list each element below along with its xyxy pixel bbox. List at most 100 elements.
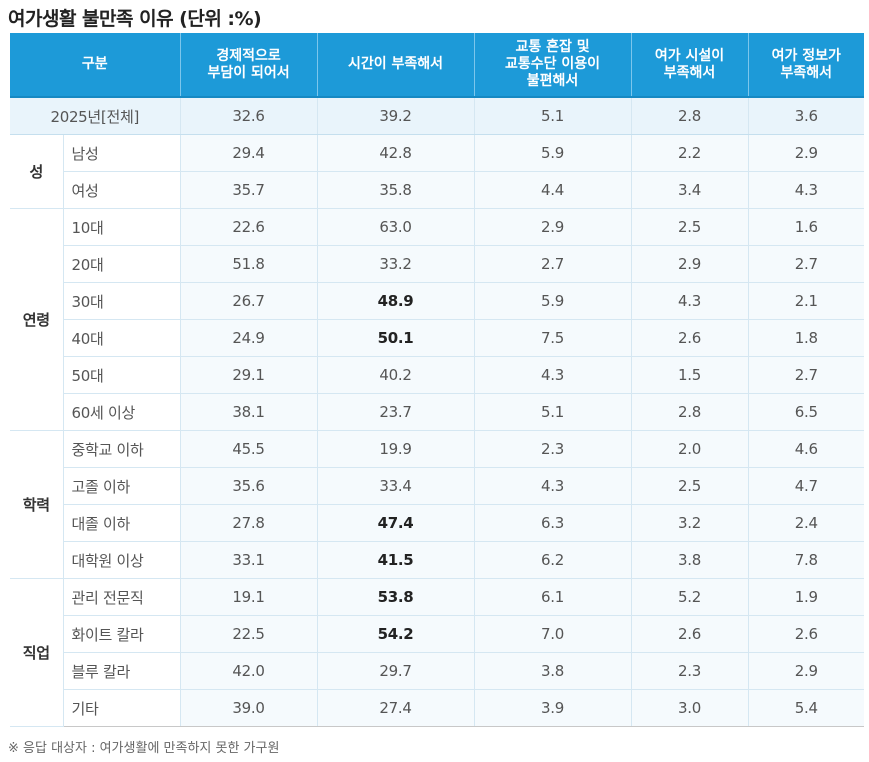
cell-value: 35.6 [179,467,318,505]
cell-value: 2.8 [630,97,749,135]
cell-value: 7.5 [473,319,632,357]
cell-value: 45.5 [179,430,318,468]
cell-value: 6.1 [473,578,632,616]
cell-value: 3.6 [747,97,865,135]
cell-value: 3.8 [630,541,749,579]
header-traffic-inconvenience: 교통 혼잡 및 교통수단 이용이 불편해서 [473,33,632,98]
table-row: 직업 관리 전문직 19.1 53.8 6.1 5.2 1.9 [10,578,865,727]
footnote: ※ 응답 대상자 : 여가생활에 만족하지 못한 가구원 [8,741,280,756]
cell-value: 2.6 [630,319,749,357]
cell-value: 5.1 [473,97,632,135]
cell-value: 41.5 [316,541,475,579]
cell-value: 1.8 [747,319,865,357]
cell-value: 5.9 [473,282,632,320]
table-row: 여성 35.7 35.8 4.4 3.4 4.3 [10,171,865,209]
cell-value: 2.5 [630,467,749,505]
cell-value: 1.9 [747,578,865,616]
row-label: 기타 [62,689,181,727]
cell-value: 48.9 [316,282,475,320]
table-row: 학력 중학교 이하 45.5 19.9 2.3 2.0 4.6 [10,430,865,579]
cell-value: 1.5 [630,356,749,394]
cell-value: 2.0 [630,430,749,468]
cell-value: 2.6 [630,615,749,653]
header-lack-of-facilities: 여가 시설이 부족해서 [630,33,749,98]
cell-value: 29.7 [316,652,475,690]
row-label: 대졸 이하 [62,504,181,542]
cell-value: 2.9 [473,208,632,246]
cell-value: 4.3 [630,282,749,320]
group-label: 연령 [10,208,63,431]
cell-value: 3.9 [473,689,632,727]
header-lack-of-information: 여가 정보가 부족해서 [747,33,865,98]
header-lack-of-time: 시간이 부족해서 [316,33,475,98]
table-row: 60세 이상 38.1 23.7 5.1 2.8 6.5 [10,393,865,431]
cell-value: 4.3 [747,171,865,209]
row-label: 중학교 이하 [62,430,181,468]
cell-value: 33.1 [179,541,318,579]
cell-value: 38.1 [179,393,318,431]
cell-value: 7.8 [747,541,865,579]
cell-value: 6.2 [473,541,632,579]
cell-value: 63.0 [316,208,475,246]
row-label: 관리 전문직 [62,578,181,616]
cell-value: 35.7 [179,171,318,209]
group-label: 학력 [10,430,63,579]
page-title: 여가생활 불만족 이유 (단위 :%) [8,8,262,30]
row-label: 남성 [62,134,181,172]
total-row: 2025년[전체] 32.6 39.2 5.1 2.8 3.6 [10,97,865,135]
cell-value: 2.7 [747,356,865,394]
cell-value: 24.9 [179,319,318,357]
cell-value: 4.7 [747,467,865,505]
cell-value: 3.4 [630,171,749,209]
cell-value: 4.3 [473,356,632,394]
cell-value: 42.0 [179,652,318,690]
cell-value: 2.9 [747,652,865,690]
cell-value: 5.1 [473,393,632,431]
cell-value: 51.8 [179,245,318,283]
cell-value: 3.0 [630,689,749,727]
cell-value: 35.8 [316,171,475,209]
cell-value: 3.8 [473,652,632,690]
table-header-row: 구분 경제적으로 부담이 되어서 시간이 부족해서 교통 혼잡 및 교통수단 이용이 … [10,33,865,98]
table-row: 40대 24.9 50.1 7.5 2.6 1.8 [10,319,865,357]
cell-value: 2.9 [630,245,749,283]
cell-value: 4.4 [473,171,632,209]
table-row: 화이트 칼라 22.5 54.2 7.0 2.6 2.6 [10,615,865,653]
table-row: 연령 10대 22.6 63.0 2.9 2.5 1.6 [10,208,865,431]
row-label: 화이트 칼라 [62,615,181,653]
cell-value: 2.8 [630,393,749,431]
cell-value: 6.5 [747,393,865,431]
cell-value: 3.2 [630,504,749,542]
cell-value: 2.5 [630,208,749,246]
cell-value: 27.8 [179,504,318,542]
row-label: 50대 [62,356,181,394]
row-label: 2025년[전체] [10,97,181,135]
cell-value: 22.6 [179,208,318,246]
cell-value: 2.9 [747,134,865,172]
row-label: 20대 [62,245,181,283]
table-row: 20대 51.8 33.2 2.7 2.9 2.7 [10,245,865,283]
cell-value: 47.4 [316,504,475,542]
header-category: 구분 [10,33,181,98]
cell-value: 39.2 [316,97,475,135]
row-label: 10대 [62,208,181,246]
cell-value: 19.1 [179,578,318,616]
cell-value: 54.2 [316,615,475,653]
cell-value: 5.4 [747,689,865,727]
table-row: 30대 26.7 48.9 5.9 4.3 2.1 [10,282,865,320]
cell-value: 50.1 [316,319,475,357]
cell-value: 2.2 [630,134,749,172]
cell-value: 2.7 [473,245,632,283]
cell-value: 33.2 [316,245,475,283]
cell-value: 40.2 [316,356,475,394]
cell-value: 7.0 [473,615,632,653]
table-row: 50대 29.1 40.2 4.3 1.5 2.7 [10,356,865,394]
data-table: 구분 경제적으로 부담이 되어서 시간이 부족해서 교통 혼잡 및 교통수단 이용이 … [10,33,865,727]
row-label: 30대 [62,282,181,320]
row-label: 40대 [62,319,181,357]
cell-value: 27.4 [316,689,475,727]
cell-value: 23.7 [316,393,475,431]
cell-value: 5.9 [473,134,632,172]
table-row: 블루 칼라 42.0 29.7 3.8 2.3 2.9 [10,652,865,690]
row-label: 60세 이상 [62,393,181,431]
